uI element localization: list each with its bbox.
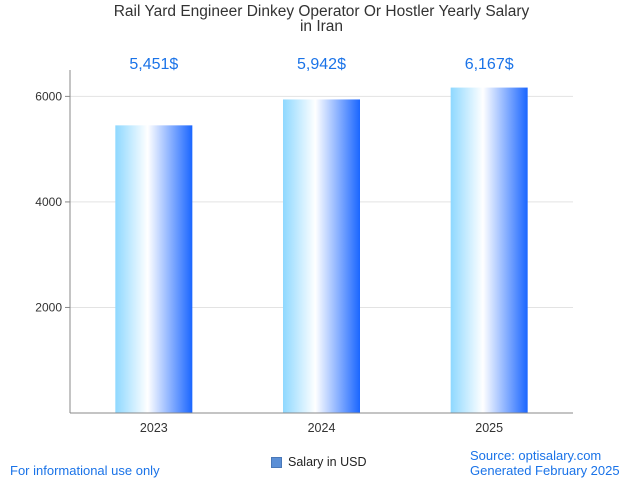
x-tick-label-2025: 2025: [475, 421, 503, 435]
legend-swatch: [271, 456, 282, 468]
value-label-2024: 5,942$: [297, 56, 346, 73]
value-label-2023: 5,451$: [129, 56, 178, 73]
chart-legend[interactable]: Salary in USD: [271, 455, 367, 469]
x-tick-label-2024: 2024: [308, 421, 336, 435]
y-tick-label: 2000: [35, 300, 62, 314]
bar-2024[interactable]: [283, 99, 360, 414]
y-tick-label: 4000: [35, 195, 62, 209]
x-tick-label-2023: 2023: [140, 421, 168, 435]
y-tick-label: 6000: [35, 89, 62, 103]
bar-2025[interactable]: [450, 87, 528, 414]
chart-subtitle: in Iran: [299, 18, 344, 35]
source-text[interactable]: Source: optisalary.com: [470, 448, 602, 463]
disclaimer-text: For informational use only: [10, 463, 160, 478]
legend-label: Salary in USD: [288, 455, 367, 469]
value-label-2025: 6,167$: [465, 56, 514, 73]
generated-text: Generated February 2025: [470, 463, 620, 478]
bar-2023[interactable]: [115, 125, 193, 413]
chart-title: Rail Yard Engineer Dinkey Operator Or Ho…: [113, 3, 530, 20]
